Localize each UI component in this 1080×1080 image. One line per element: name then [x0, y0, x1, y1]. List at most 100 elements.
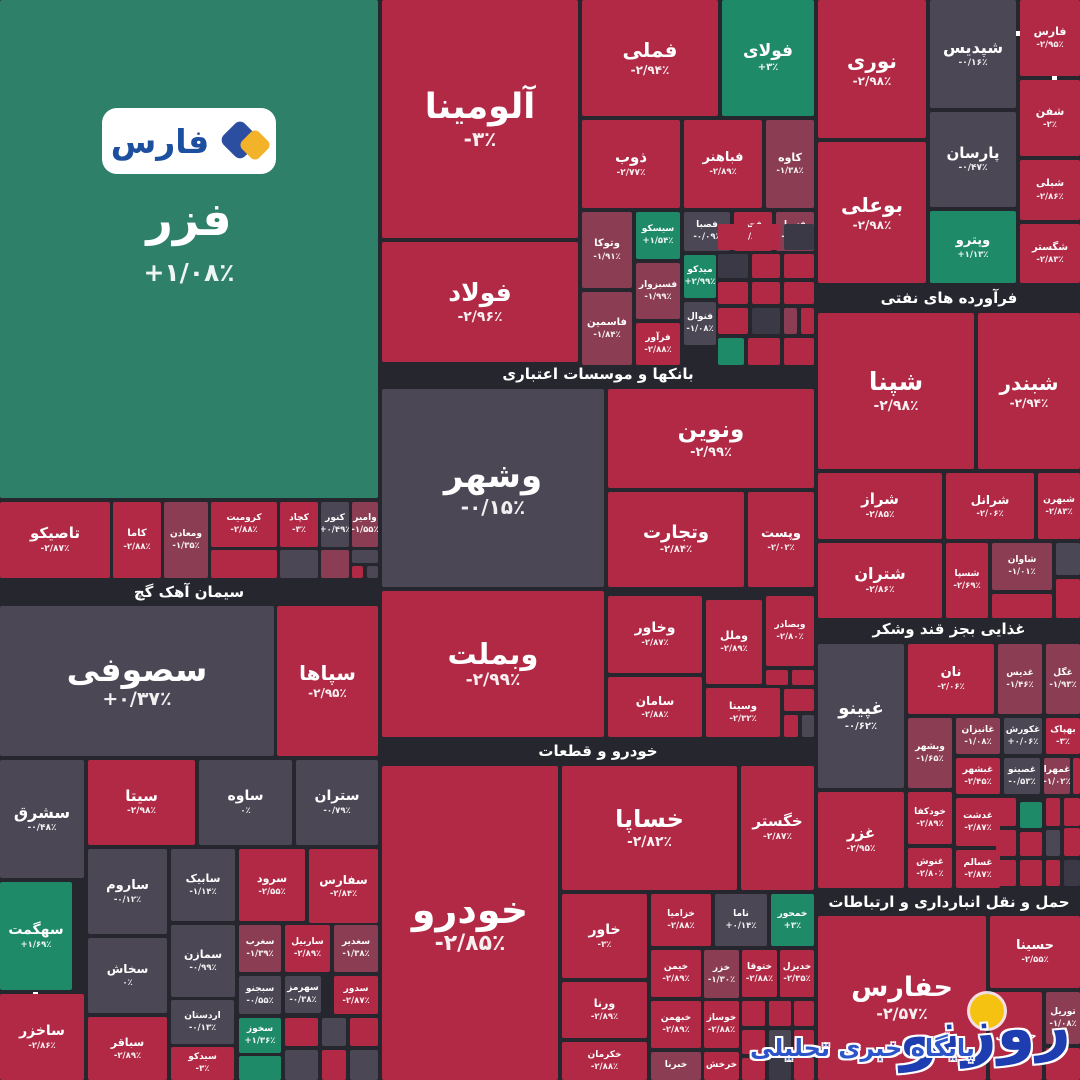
tile-غانیزان: غانیزان -۱/۰۸٪	[956, 718, 1000, 754]
section-header-banks: بانکها و موسسات اعتباری	[502, 365, 694, 383]
section-header-cement: سیمان آهک گچ	[133, 583, 245, 601]
tile-سهرمز: سهرمز -۰/۳۸٪	[285, 976, 321, 1013]
tile-change: -۱/۶۵٪	[916, 753, 944, 764]
tile-symbol: سیدکو	[188, 1052, 217, 1063]
mosaic-tile	[211, 550, 277, 578]
tile-change: -۲/۵۵٪	[258, 887, 286, 898]
tile-symbol: سپاها	[299, 661, 356, 685]
tile-change: +۱/۰۸٪	[143, 258, 235, 288]
tile-فسبزوار: فسبزوار -۱/۹۹٪	[636, 263, 680, 319]
mosaic-tile	[752, 282, 780, 304]
tile-change: +۱/۶۹٪	[20, 939, 52, 950]
mosaic-tile	[352, 550, 378, 563]
tile-change: -۲٪	[1043, 120, 1057, 131]
fars-news-logo: فارس	[102, 108, 276, 174]
tile-سدور: سدور -۲/۸۷٪	[334, 976, 378, 1014]
tile-change: -۲/۸۸٪	[667, 920, 695, 931]
tile-symbol: سمازن	[183, 948, 223, 962]
tile-وشهر: وشهر -۰/۱۵٪	[382, 389, 604, 587]
tile-change: +۱/۵۴٪	[642, 236, 674, 247]
tile-symbol: ساروم	[106, 877, 149, 893]
tile-پارسان: پارسان -۰/۴۷٪	[930, 112, 1016, 207]
tile-change: -۰/۰۹٪	[693, 232, 721, 243]
tile-change: -۳٪	[1056, 736, 1070, 747]
tile-symbol: خدیزل	[782, 962, 812, 973]
tile-change: -۲/۹۵٪	[308, 686, 347, 700]
tile-خیمن: خیمن -۲/۸۹٪	[651, 950, 701, 997]
tile-symbol: کنور	[325, 513, 345, 524]
mosaic-tile	[794, 1030, 814, 1054]
tile-change: +۰/۱۴٪	[725, 920, 757, 931]
mosaic-tile	[350, 1018, 378, 1046]
tile-شسپا: شسپا -۲/۶۹٪	[946, 543, 988, 618]
tile-change: -۲/۸۸٪	[123, 541, 151, 552]
tile-change: -۲/۸۵٪	[865, 509, 895, 520]
tile-change: -۰/۴۸٪	[27, 823, 57, 834]
mosaic-tile	[792, 670, 814, 685]
mosaic-tile	[752, 254, 780, 278]
tile-change: -۲/۸۳٪	[1045, 506, 1073, 517]
tile-change: -۲/۸۷٪	[342, 995, 370, 1006]
tile-symbol: شاوان	[1007, 555, 1037, 566]
tile-change: -۱/۱۴٪	[189, 887, 217, 898]
tile-symbol: سابیک	[185, 872, 221, 886]
tile-change: -۱/۳۸٪	[342, 949, 370, 960]
tile-خزر: خزر -۱/۳۰٪	[704, 950, 739, 998]
tile-وبشهر: وبشهر -۱/۶۵٪	[908, 718, 952, 788]
mosaic-tile	[766, 670, 788, 685]
tile-symbol: خمحور	[777, 908, 808, 919]
tile-غسالم: غسالم -۲/۸۷٪	[956, 850, 1000, 888]
tile-symbol: سهگمت	[8, 921, 64, 938]
tile-change: -۲/۸۵٪	[434, 931, 506, 957]
tile-symbol: فولاد	[448, 278, 512, 308]
tile-change: -۲/۸۹٪	[662, 974, 690, 985]
tile-symbol: ورنا	[593, 997, 616, 1011]
tile-سپاها: سپاها -۲/۹۵٪	[277, 606, 378, 756]
mosaic-tile	[280, 550, 318, 578]
tile-change: +۳٪	[757, 62, 779, 74]
tile-symbol: غبشهر	[962, 764, 994, 775]
tile-change: -۲/۹۸٪	[852, 74, 892, 88]
tile-symbol: خرخش	[705, 1060, 738, 1071]
tile-symbol: حکشتی	[995, 1029, 1037, 1043]
tile-symbol: فسبزوار	[638, 279, 678, 290]
tile-symbol: ناما	[733, 908, 749, 919]
mosaic-tile	[769, 1058, 791, 1080]
tile-change: -۱/۰۲٪	[1044, 776, 1070, 787]
tile-change: -۲/۶۹٪	[953, 581, 981, 592]
tile-فولاد: فولاد -۲/۹۶٪	[382, 242, 578, 362]
mosaic-tile	[718, 254, 748, 278]
tile-خزامیا: خزامیا -۲/۸۸٪	[651, 894, 711, 946]
tile-سیتا: سیتا -۲/۹۸٪	[88, 760, 195, 845]
tile-symbol: شفن	[1035, 105, 1065, 119]
mosaic-tile	[784, 338, 814, 365]
tile-change: -۲/۵۷٪	[876, 1003, 928, 1023]
tile-سفارس: سفارس -۲/۸۴٪	[309, 849, 378, 923]
tile-symbol: سدور	[343, 983, 369, 994]
mosaic-tile	[239, 1056, 281, 1080]
mosaic-tile	[996, 860, 1016, 886]
tile-symbol: فنوال	[686, 312, 714, 323]
tile-نان: نان -۲/۰۶٪	[908, 644, 994, 714]
tile-symbol: سهرمز	[287, 983, 319, 994]
mosaic-tile	[285, 1018, 318, 1046]
tile-symbol: غپینو	[838, 698, 884, 720]
tile-change: -۲/۹۹٪	[465, 670, 521, 691]
tile-غصینو: غصینو -۰/۵۳٪	[1004, 758, 1040, 794]
tile-change: +۱/۱۳٪	[957, 250, 989, 261]
tile-symbol: حسینا	[1015, 938, 1055, 954]
tile-symbol: شراز	[861, 490, 899, 509]
tile-خودکفا: خودکفا -۲/۸۹٪	[908, 792, 952, 844]
tile-سبجنو: سبجنو -۰/۵۵٪	[239, 976, 281, 1014]
tile-symbol: وشهر	[443, 455, 543, 496]
tile-غپینو: غپینو -۰/۶۲٪	[818, 644, 904, 788]
tile-change: +۰/۴۹٪	[321, 525, 349, 536]
tile-change: -۱/۹۱٪	[593, 251, 621, 262]
tile-symbol: شگستر	[1031, 241, 1069, 253]
tile-خکرمان: خکرمان -۲/۸۸٪	[562, 1042, 647, 1080]
tile-symbol: ساوه	[227, 788, 264, 805]
tile-symbol: فاسمین	[587, 316, 627, 328]
mosaic-tile	[992, 594, 1052, 618]
tile-ساروم: ساروم -۰/۱۲٪	[88, 849, 167, 934]
mosaic-tile	[784, 689, 814, 711]
